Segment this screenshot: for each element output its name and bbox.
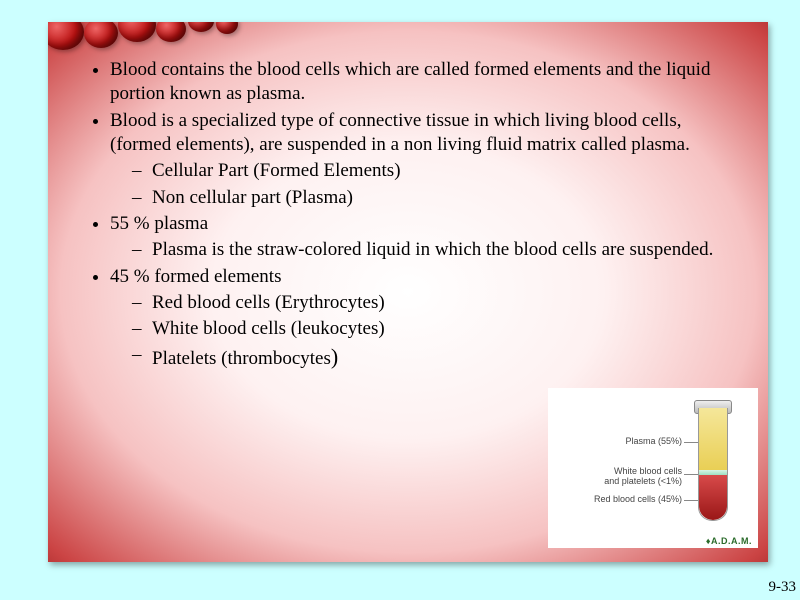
buffy-coat-label: White blood cells and platelets (<1%) (582, 466, 682, 487)
buffy-label-line-1: White blood cells (614, 466, 682, 476)
bullet-2-sub-1: Cellular Part (Formed Elements) (152, 159, 734, 183)
bullet-4-sub-3-paren: ) (331, 344, 338, 369)
slide: Blood contains the blood cells which are… (48, 22, 768, 562)
bullet-2: Blood is a specialized type of connectiv… (110, 109, 734, 210)
test-tube (688, 398, 736, 530)
bullet-3-sub-1: Plasma is the straw-colored liquid in wh… (152, 238, 734, 262)
bullet-4-text: 45 % formed elements (110, 266, 281, 287)
bullet-4-sub-3: Platelets (thrombocytes) (152, 343, 734, 371)
plasma-label: Plasma (55%) (596, 436, 682, 446)
figure-credit: ♦A.D.A.M. (706, 536, 752, 546)
blood-tube-figure: Plasma (55%) White blood cells and plate… (548, 388, 758, 548)
page: Blood contains the blood cells which are… (0, 0, 800, 600)
bullet-3-text: 55 % plasma (110, 213, 208, 234)
bullet-4: 45 % formed elements Red blood cells (Er… (110, 265, 734, 372)
bullet-4-sub-3-text: Platelets (thrombocytes (152, 348, 331, 369)
bullet-4-sub-1: Red blood cells (Erythrocytes) (152, 291, 734, 315)
bullet-2-text: Blood is a specialized type of connectiv… (110, 110, 690, 155)
bullet-4-sub-2: White blood cells (leukocytes) (152, 317, 734, 341)
plasma-layer (699, 408, 727, 470)
slide-number: 9-33 (769, 579, 797, 596)
rbc-layer (699, 475, 727, 520)
bullet-2-sub-2: Non cellular part (Plasma) (152, 186, 734, 210)
bullet-3: 55 % plasma Plasma is the straw-colored … (110, 212, 734, 263)
bullet-1: Blood contains the blood cells which are… (110, 58, 734, 107)
buffy-label-line-2: and platelets (<1%) (604, 476, 682, 486)
rbc-label: Red blood cells (45%) (572, 494, 682, 504)
